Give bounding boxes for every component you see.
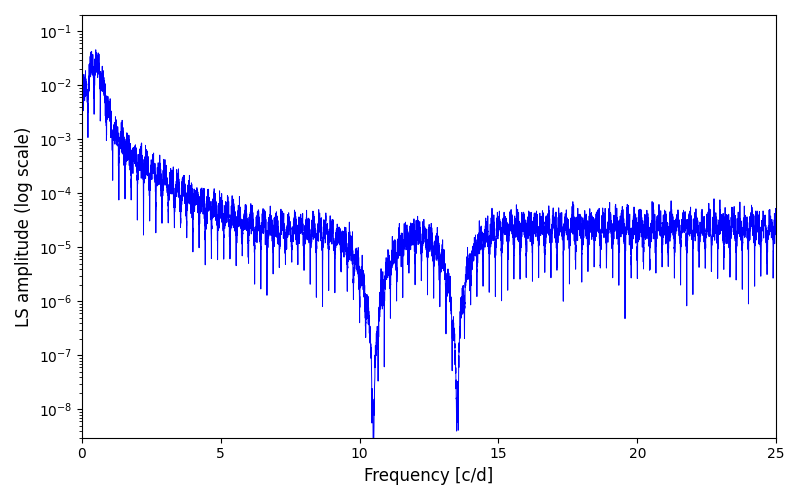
Y-axis label: LS amplitude (log scale): LS amplitude (log scale) — [15, 126, 33, 326]
X-axis label: Frequency [c/d]: Frequency [c/d] — [364, 467, 494, 485]
